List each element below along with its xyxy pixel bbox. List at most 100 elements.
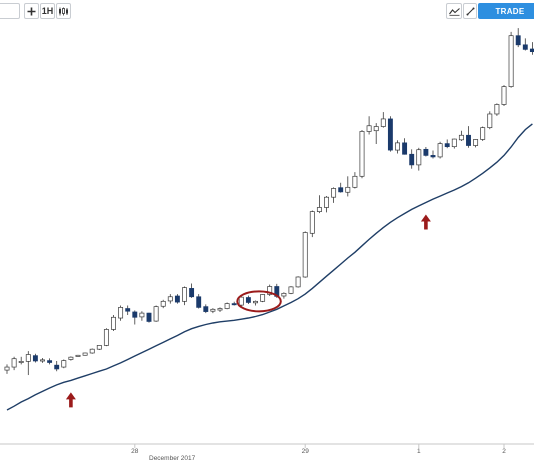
candle (224, 302, 230, 310)
bullish-candle-body (182, 287, 187, 302)
candle (466, 126, 471, 148)
candles (4, 28, 534, 376)
moving-average-line (6, 123, 533, 411)
bullish-candle-body (458, 134, 464, 141)
candle (402, 138, 408, 155)
candle (437, 141, 443, 159)
bullish-candle-body (18, 361, 24, 363)
candle (245, 295, 251, 304)
candle (267, 284, 273, 296)
trade-button[interactable]: TRADE (478, 3, 534, 19)
bullish-candle-body (61, 360, 67, 368)
bullish-candle-body (153, 306, 159, 322)
candle (11, 356, 17, 371)
candle (103, 328, 109, 347)
candle (281, 292, 287, 299)
bullish-candle-body (4, 366, 10, 371)
bullish-candle-body (508, 35, 514, 87)
bullish-candle-body (167, 296, 173, 302)
bullish-candle-body (118, 307, 124, 319)
chart-toolbar: 1H TRADE (0, 0, 534, 24)
candle (89, 348, 95, 354)
bullish-candle-body (82, 352, 88, 356)
bearish-candle-body (529, 48, 534, 53)
candle (373, 123, 379, 144)
candle (295, 276, 301, 288)
candle (82, 352, 88, 356)
bullish-candle-body (302, 232, 308, 278)
bullish-candle-body (501, 86, 507, 105)
indicator-icon (448, 7, 460, 16)
bullish-candle-body (494, 104, 500, 115)
bullish-candle-body (295, 276, 301, 288)
candle (338, 182, 344, 193)
bearish-candle-body (423, 148, 429, 156)
candle (387, 116, 393, 152)
bearish-candle-body (125, 308, 131, 312)
candle (324, 196, 329, 213)
symbol-input[interactable] (0, 3, 20, 19)
candle (32, 353, 38, 363)
candle (111, 315, 116, 331)
bullish-candle-body (309, 211, 315, 234)
bearish-candle-body (245, 297, 251, 303)
bearish-candle-body (231, 303, 237, 306)
bullish-candle-body (253, 300, 258, 304)
x-tick-label: 29 (302, 448, 310, 455)
candle (18, 356, 24, 365)
bearish-candle-body (203, 306, 209, 312)
bullish-candle-body (395, 142, 400, 151)
bullish-candle-body (352, 175, 358, 188)
candle (416, 147, 422, 171)
bearish-candle-body (409, 153, 415, 166)
candle (331, 187, 337, 203)
bearish-candle-body (196, 296, 202, 308)
candle (480, 126, 486, 141)
bearish-candle-body (444, 143, 450, 148)
candle (182, 286, 187, 306)
bearish-candle-body (146, 312, 152, 322)
candle (522, 38, 528, 51)
bearish-candle-body (522, 44, 528, 50)
chart-type-button[interactable] (56, 3, 71, 19)
bullish-candle-body (451, 138, 457, 148)
candle (118, 305, 124, 321)
indicators-button[interactable] (446, 3, 462, 19)
bullish-candle-body (238, 296, 244, 306)
candle (302, 231, 308, 278)
trendline-icon (466, 7, 474, 15)
candle (359, 129, 365, 179)
bearish-candle-body (54, 364, 60, 370)
bullish-candle-body (473, 139, 479, 146)
candle (501, 85, 507, 106)
candle (167, 294, 173, 304)
timeframe-label: 1H (41, 6, 54, 16)
candle (238, 296, 244, 307)
bullish-candle-body (480, 127, 486, 140)
candle (75, 354, 81, 357)
candle (529, 42, 534, 55)
candle (423, 147, 429, 157)
bullish-candle-body (267, 286, 273, 295)
bearish-candle-body (338, 187, 344, 193)
timeframe-button[interactable]: 1H (40, 3, 55, 19)
bullish-candle-body (217, 308, 223, 311)
candle (430, 150, 436, 159)
candle (160, 299, 166, 309)
bearish-candle-body (515, 35, 521, 46)
bullish-candle-body (25, 354, 31, 362)
moving-average (6, 123, 533, 411)
candle (508, 31, 514, 88)
up-arrow-icon (420, 214, 431, 230)
bullish-candle-body (89, 348, 95, 354)
bearish-candle-body (430, 155, 436, 158)
bearish-candle-body (402, 142, 408, 155)
candle (203, 304, 209, 314)
bearish-candle-body (466, 134, 471, 146)
crosshair-button[interactable] (24, 3, 39, 19)
bearish-candle-body (32, 355, 38, 362)
bullish-candle-body (380, 118, 386, 127)
bullish-candle-body (366, 125, 372, 132)
candle (54, 360, 60, 372)
drawing-tools-button[interactable] (463, 3, 477, 19)
